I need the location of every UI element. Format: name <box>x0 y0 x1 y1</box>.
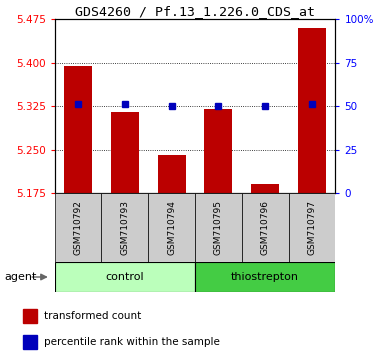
Title: GDS4260 / Pf.13_1.226.0_CDS_at: GDS4260 / Pf.13_1.226.0_CDS_at <box>75 5 315 18</box>
Bar <box>101 193 148 262</box>
Bar <box>158 155 186 193</box>
Bar <box>23 335 37 349</box>
Text: control: control <box>105 272 144 282</box>
Bar <box>204 109 232 193</box>
Text: GSM710795: GSM710795 <box>214 200 223 255</box>
Bar <box>64 66 92 193</box>
Text: percentile rank within the sample: percentile rank within the sample <box>44 337 220 347</box>
Bar <box>289 193 335 262</box>
Bar <box>148 193 195 262</box>
Text: GSM710797: GSM710797 <box>307 200 317 255</box>
Bar <box>251 184 279 193</box>
Bar <box>298 28 326 193</box>
Text: GSM710794: GSM710794 <box>167 200 176 255</box>
Text: GSM710792: GSM710792 <box>73 200 83 255</box>
Text: GSM710796: GSM710796 <box>261 200 270 255</box>
Text: thiostrepton: thiostrepton <box>231 272 299 282</box>
Bar <box>55 193 101 262</box>
Text: agent: agent <box>4 272 36 282</box>
Bar <box>242 193 289 262</box>
Bar <box>55 262 195 292</box>
Text: transformed count: transformed count <box>44 311 142 321</box>
Bar <box>195 193 242 262</box>
Bar <box>23 309 37 323</box>
Bar <box>111 112 139 193</box>
Text: GSM710793: GSM710793 <box>120 200 129 255</box>
Bar <box>195 262 335 292</box>
